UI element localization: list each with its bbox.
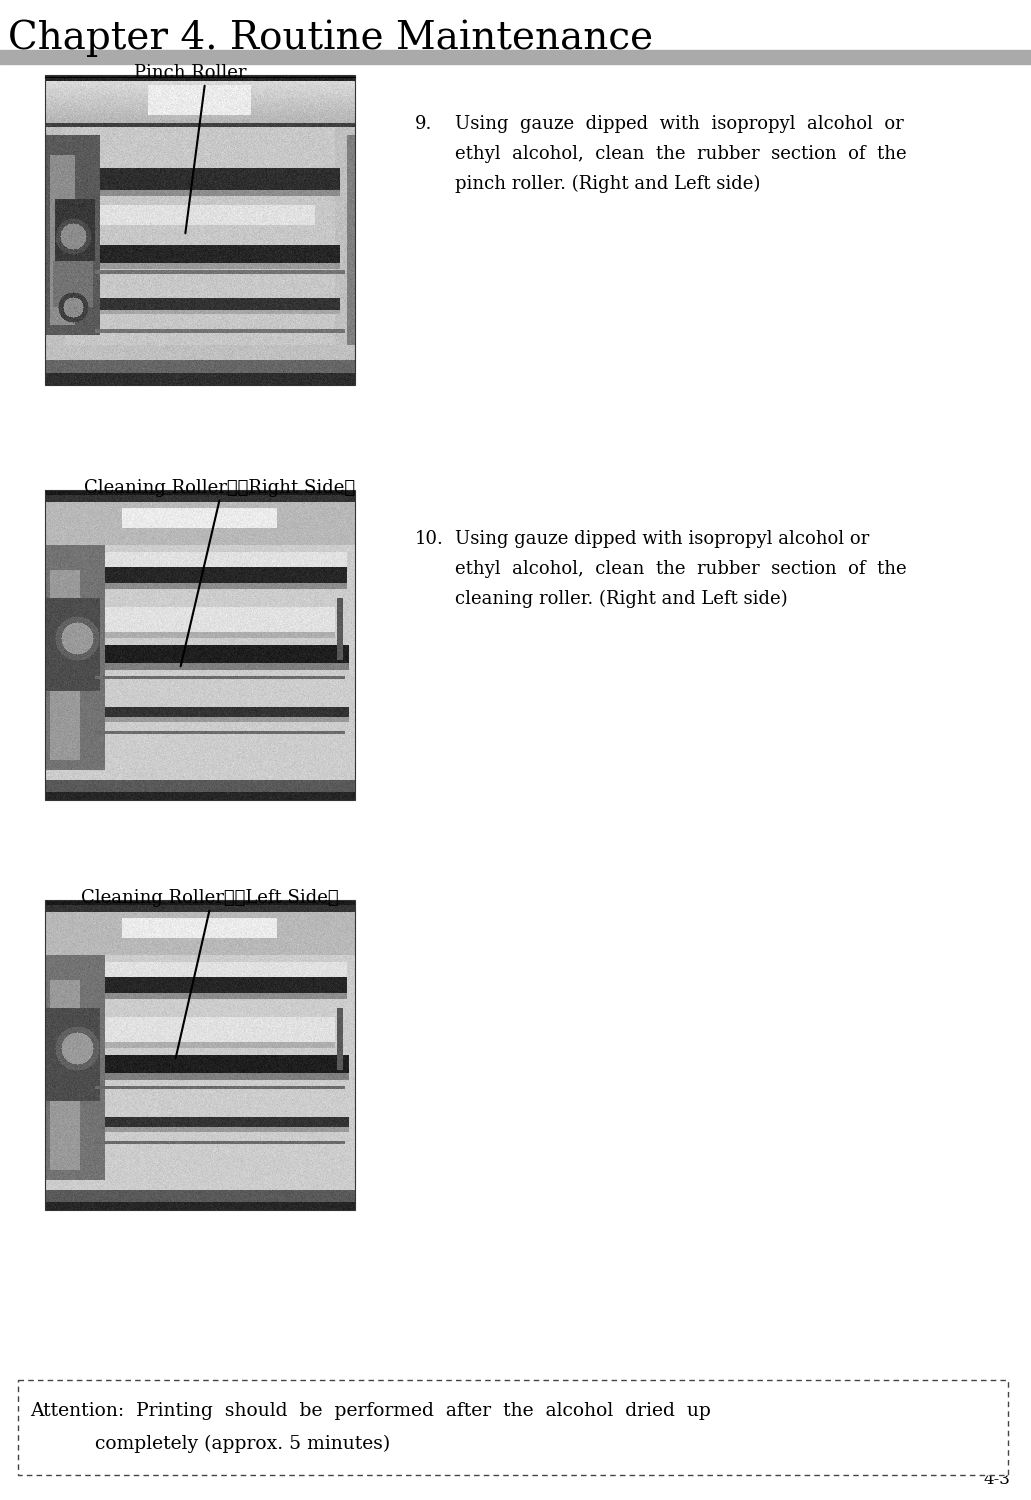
Text: 9.: 9. [415,116,432,134]
Text: Using gauze dipped with isopropyl alcohol or: Using gauze dipped with isopropyl alcoho… [455,530,869,548]
Bar [45,75,355,386]
Text: 10.: 10. [415,530,444,548]
Text: ethyl  alcohol,  clean  the  rubber  section  of  the: ethyl alcohol, clean the rubber section … [455,560,906,578]
Text: Cleaning Roller　（Left Side）: Cleaning Roller （Left Side） [81,890,339,908]
Text: cleaning roller. (Right and Left side): cleaning roller. (Right and Left side) [455,590,788,609]
Bar [0,50,1031,64]
Text: completely (approx. 5 minutes): completely (approx. 5 minutes) [95,1436,391,1454]
Text: 4-3: 4-3 [984,1472,1010,1488]
Text: Pinch Roller: Pinch Roller [134,64,246,82]
Text: Using  gauze  dipped  with  isopropyl  alcohol  or: Using gauze dipped with isopropyl alcoho… [455,116,904,134]
Bar [45,490,355,800]
Bar [18,1380,1008,1474]
Text: Chapter 4. Routine Maintenance: Chapter 4. Routine Maintenance [8,20,653,57]
Bar [45,900,355,1210]
Text: ethyl  alcohol,  clean  the  rubber  section  of  the: ethyl alcohol, clean the rubber section … [455,146,906,164]
Text: pinch roller. (Right and Left side): pinch roller. (Right and Left side) [455,176,761,194]
Text: Cleaning Roller　（Right Side）: Cleaning Roller （Right Side） [85,478,356,496]
Text: Attention:  Printing  should  be  performed  after  the  alcohol  dried  up: Attention: Printing should be performed … [30,1402,711,1420]
